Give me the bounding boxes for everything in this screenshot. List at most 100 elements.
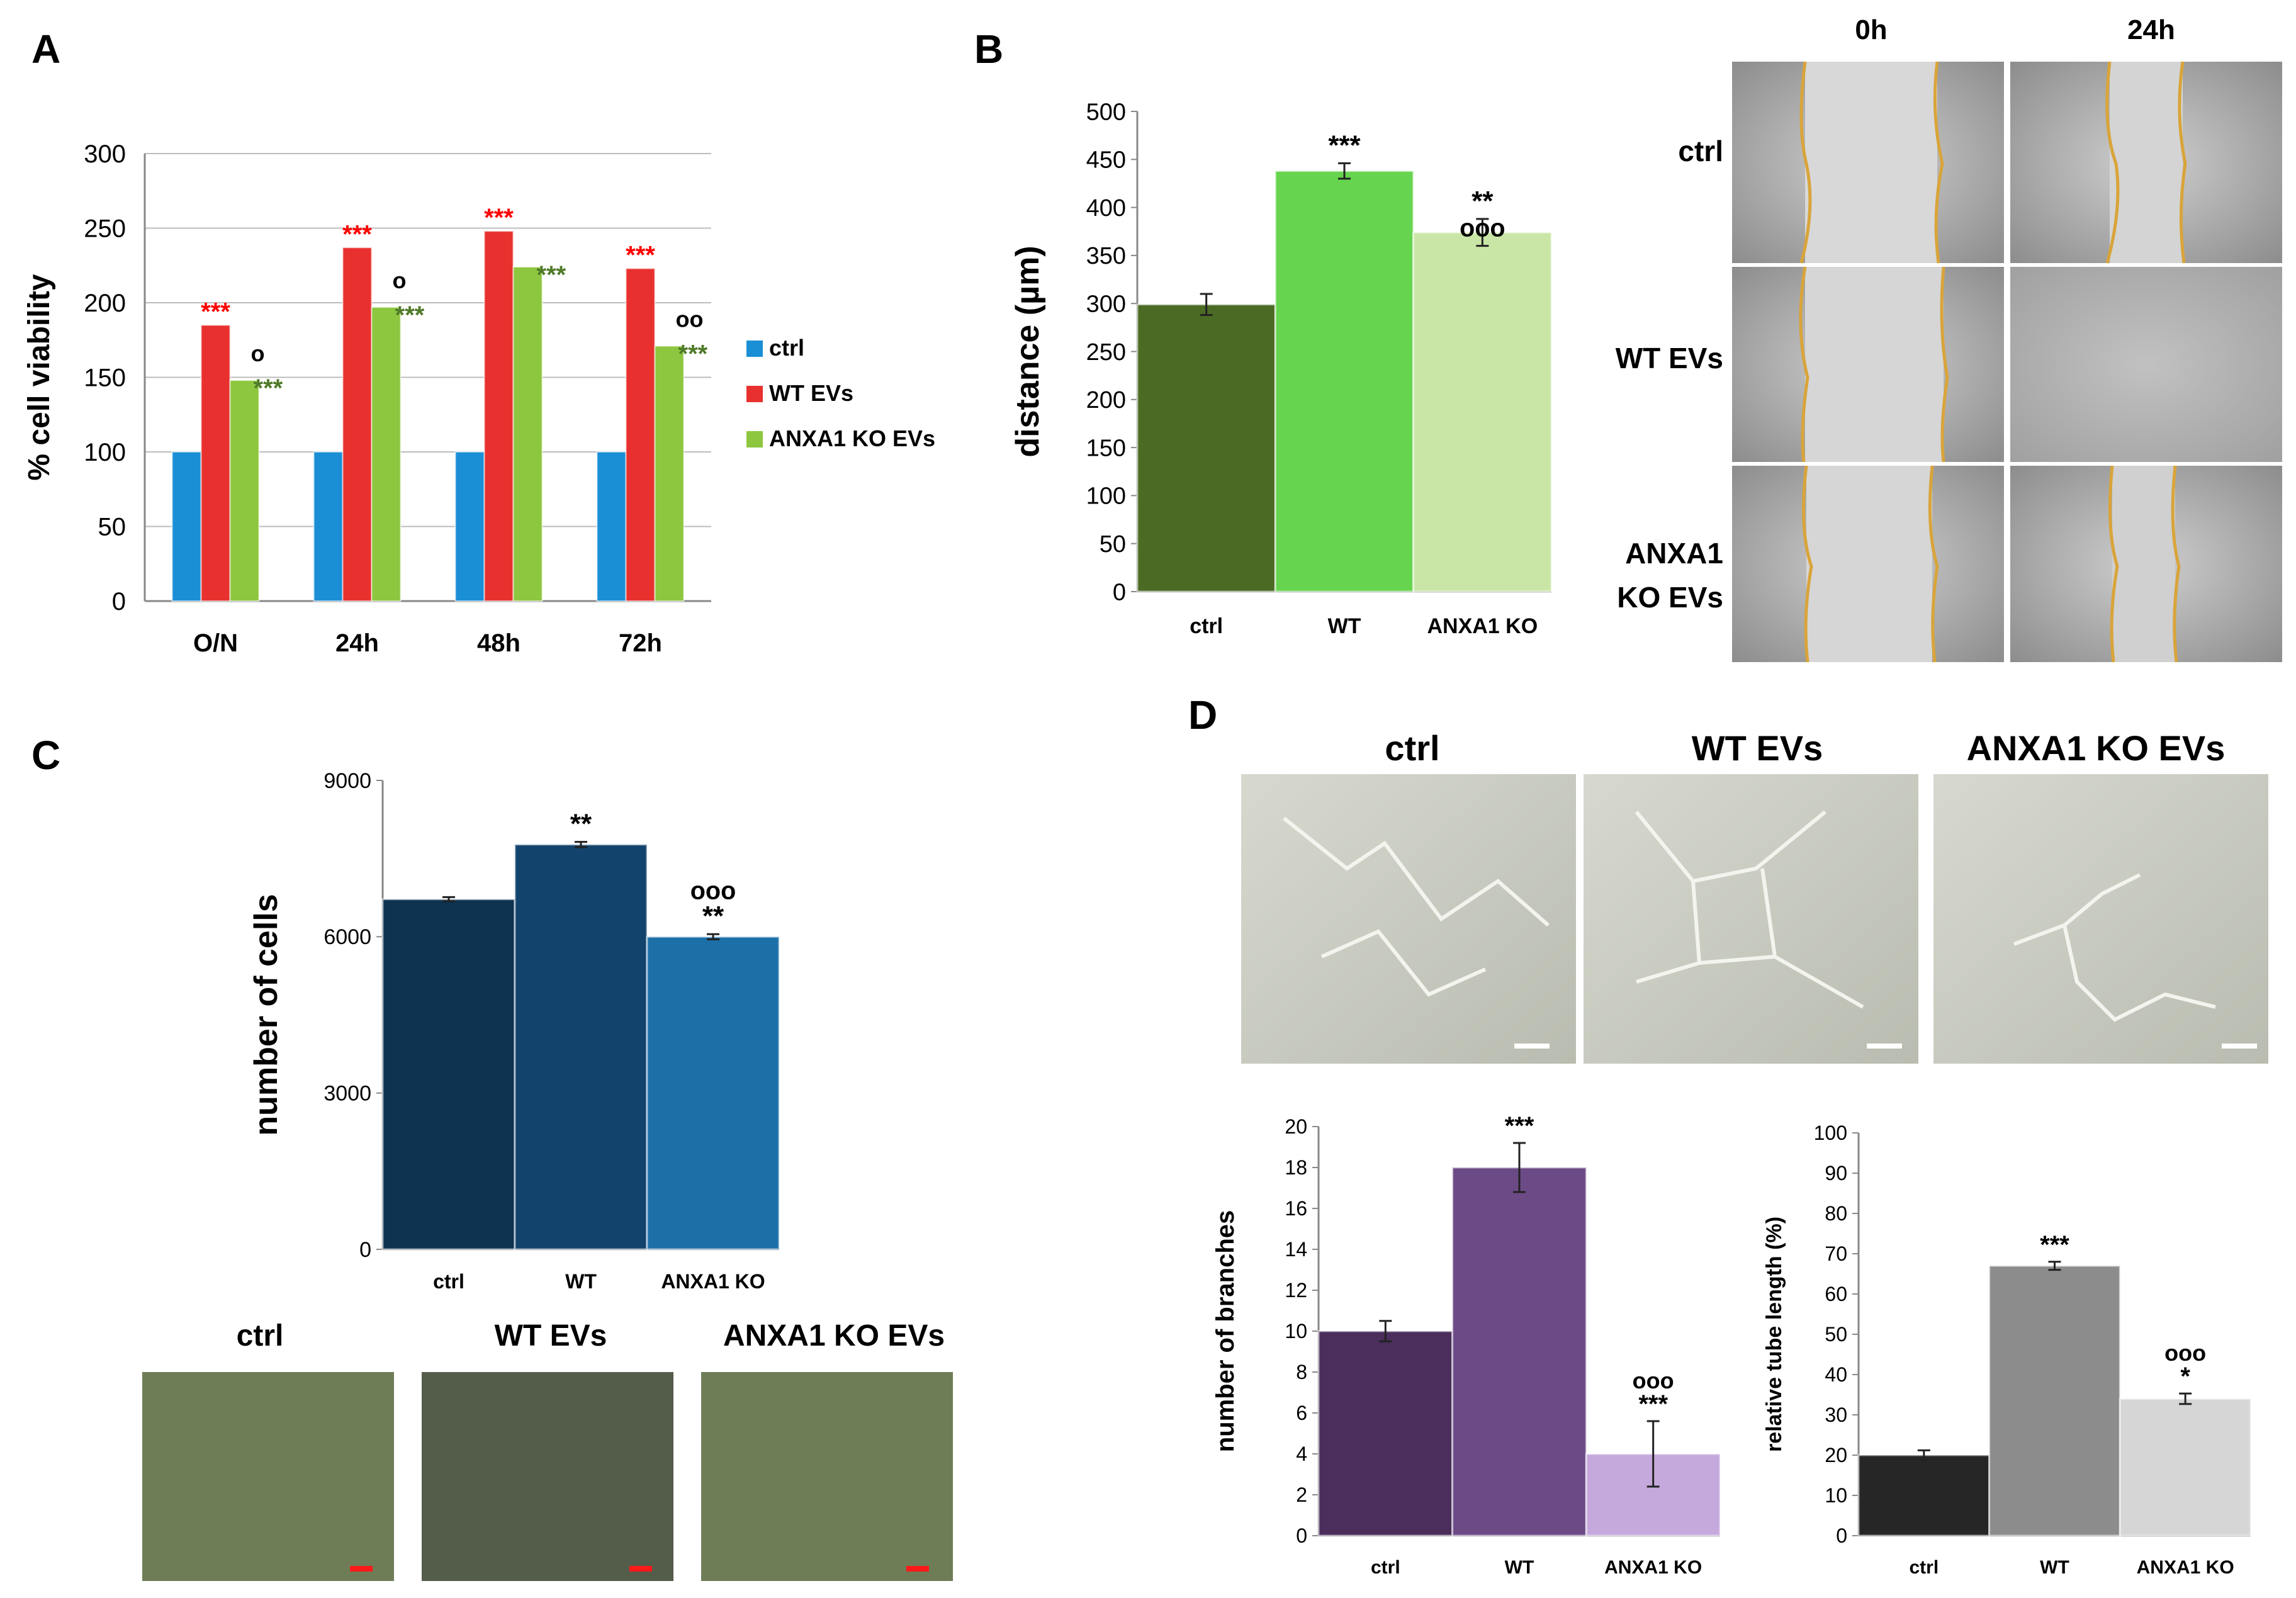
- chartD1-y-axis-title: number of branches: [1212, 1210, 1239, 1453]
- a-bar-ctrl: [454, 451, 485, 602]
- chartD1-bar-1: [1451, 1166, 1587, 1537]
- chartD2-sig-circle-2: ooo: [2164, 1340, 2206, 1366]
- chartD2-ytick-label: 90: [1825, 1162, 1847, 1184]
- chartC-category-label-1: WT: [565, 1270, 597, 1293]
- chartB-ytick-label: 0: [1113, 579, 1126, 605]
- chartC-category-label-0: ctrl: [433, 1270, 464, 1293]
- a-ytick-label: 300: [84, 140, 126, 168]
- d-image-ko: [1933, 774, 2268, 1064]
- chartD1-sig-star-1: ***: [1505, 1112, 1534, 1140]
- b-image-wt-24h: [2010, 267, 2282, 462]
- a-bar-wt-evs: [625, 267, 656, 602]
- a-bar-anxa1-ko-evs: [512, 266, 543, 602]
- chart-a-cell-viability: 0 50 100 150 200 250 300 % cell viability O/N ***…: [23, 140, 935, 657]
- chartB-ytick-label: 300: [1086, 291, 1126, 318]
- a-sig-circle: o: [393, 267, 407, 293]
- c-img-label-ctrl: ctrl: [237, 1319, 284, 1353]
- a-legend-swatch: [746, 431, 763, 447]
- chartC-sig-circle-2: ooo: [690, 877, 736, 904]
- a-legend-label: ctrl: [769, 335, 804, 361]
- chartD2-category-label-2: ANXA1 KO: [2137, 1557, 2234, 1578]
- chartD2-ytick-label: 80: [1825, 1202, 1847, 1225]
- chartD2-ytick-label: 20: [1825, 1444, 1847, 1466]
- b-col-label-24h: 24h: [2127, 14, 2175, 45]
- a-ytick-label: 250: [84, 215, 126, 243]
- a-legend-label: ANXA1 KO EVs: [769, 425, 935, 451]
- d-image-wt: [1584, 774, 1918, 1064]
- chartD2-y-axis-title: relative tube length (%): [1762, 1217, 1786, 1452]
- b-image-ko-24h: [2010, 465, 2282, 663]
- a-sig-ko: ***: [537, 261, 566, 289]
- chartD2-ytick-label: 30: [1825, 1404, 1847, 1426]
- chartD1-category-label-1: WT: [1505, 1557, 1534, 1578]
- c-image-ko: [701, 1372, 953, 1581]
- c-image-ctrl: [142, 1372, 394, 1581]
- a-y-axis-title: % cell viability: [23, 274, 56, 480]
- chartB-ytick-label: 500: [1086, 99, 1126, 125]
- chartD2-category-label-0: ctrl: [1909, 1557, 1939, 1578]
- a-ytick-label: 50: [98, 514, 127, 541]
- chartC-sig-star-1: **: [570, 809, 592, 840]
- chartB-ytick-label: 200: [1086, 387, 1126, 414]
- chartB-ytick-label: 400: [1086, 195, 1126, 222]
- chartD1-ytick-label: 12: [1285, 1279, 1307, 1302]
- chartB-bar-2: [1412, 231, 1553, 593]
- a-bar-wt-evs: [200, 324, 231, 602]
- a-sig-ko: ***: [254, 374, 283, 402]
- b-row-label-ctrl: ctrl: [1678, 135, 1723, 167]
- chartD2-bar-2: [2119, 1397, 2252, 1537]
- b-row-label-wt: WT EVs: [1616, 342, 1723, 374]
- c-img-label-wt: WT EVs: [495, 1319, 607, 1353]
- chartD1-ytick-label: 8: [1296, 1361, 1307, 1383]
- chartB-ytick-label: 150: [1086, 435, 1126, 461]
- chartD1-category-label-0: ctrl: [1371, 1557, 1400, 1578]
- chartD2-bar-0: [1857, 1454, 1991, 1537]
- a-sig-wt: ***: [201, 298, 230, 326]
- chartB-ytick-label: 350: [1086, 243, 1126, 269]
- chartC-sig-star-2: **: [702, 901, 724, 931]
- chart-d-tube-length: 0 10 20 30 40 50 60 70 80 90 100 relative tube leng…: [1762, 1122, 2252, 1578]
- chartC-ytick-label: 0: [359, 1238, 371, 1262]
- chartD1-ytick-label: 14: [1285, 1238, 1307, 1261]
- panel-b-micrographs: 0h 24h ctrl WT EVs ANXA1 KO EVs: [1616, 14, 2282, 663]
- b-image-ctrl-0h: [1732, 61, 2004, 264]
- chartD2-ytick-label: 60: [1825, 1283, 1847, 1305]
- a-ytick-label: 100: [84, 439, 126, 466]
- chartD1-ytick-label: 18: [1285, 1156, 1307, 1179]
- chart-b-migration-distance: 0 50 100 150 200 250 300 350 400 450 500 distance (…: [1010, 99, 1553, 638]
- panel-letter-a: A: [31, 26, 60, 72]
- chartB-ytick-label: 450: [1086, 147, 1126, 174]
- a-bar-ctrl: [171, 451, 202, 602]
- a-ytick-label: 0: [112, 588, 126, 616]
- chartB-category-label-1: WT: [1328, 614, 1361, 638]
- chartB-ytick-label: 100: [1086, 483, 1126, 510]
- chartC-ytick-label: 9000: [324, 769, 371, 793]
- chartB-category-label-0: ctrl: [1190, 614, 1223, 638]
- a-category-label: 24h: [335, 629, 379, 657]
- a-sig-circle: o: [251, 340, 265, 366]
- a-legend-swatch: [746, 340, 763, 357]
- chartD2-ytick-label: 70: [1825, 1242, 1847, 1265]
- chartB-sig-circle-2: ooo: [1460, 215, 1505, 242]
- b-col-label-0h: 0h: [1855, 14, 1887, 45]
- a-sig-ko: ***: [678, 340, 708, 368]
- chartD2-sig-star-1: ***: [2040, 1231, 2069, 1259]
- chartC-y-axis-title: number of cells: [248, 894, 284, 1135]
- a-sig-wt: ***: [484, 204, 514, 232]
- chartB-ytick-label: 250: [1086, 339, 1126, 366]
- chartB-sig-star-2: **: [1472, 186, 1494, 217]
- chartC-ytick-label: 3000: [324, 1082, 371, 1106]
- a-legend-swatch: [746, 386, 763, 402]
- chartB-bar-0: [1136, 303, 1276, 593]
- chartC-bar-1: [514, 843, 648, 1251]
- b-image-ctrl-24h: [2010, 61, 2282, 264]
- d-img-label-ctrl: ctrl: [1385, 728, 1439, 768]
- a-category-label: O/N: [193, 629, 238, 657]
- a-sig-circle: oo: [676, 307, 704, 332]
- a-bar-ctrl: [596, 451, 627, 602]
- chartB-sig-star-1: ***: [1328, 130, 1361, 160]
- c-img-label-ko: ANXA1 KO EVs: [723, 1319, 945, 1353]
- a-sig-ko: ***: [395, 301, 425, 329]
- d-image-ctrl: [1241, 774, 1576, 1064]
